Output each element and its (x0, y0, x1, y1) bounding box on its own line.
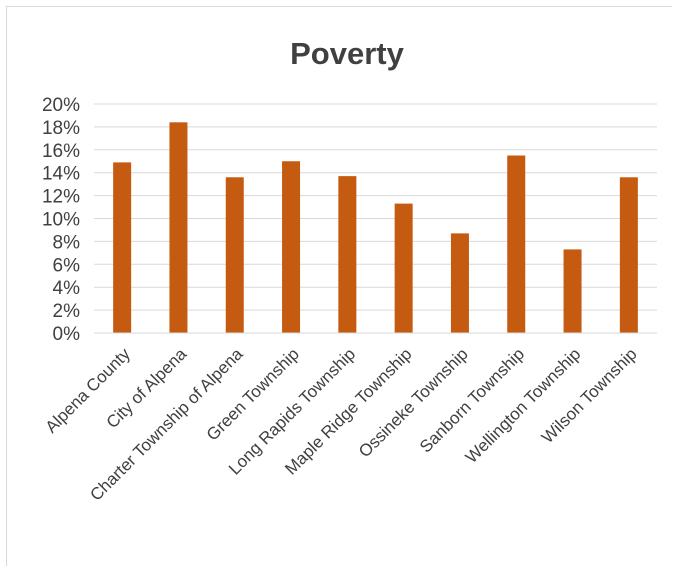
y-tick-label: 18% (42, 118, 80, 139)
y-tick-label: 20% (42, 95, 80, 116)
y-tick-label: 4% (53, 278, 81, 299)
chart-frame (6, 6, 672, 566)
y-tick-label: 14% (42, 164, 80, 185)
bar (113, 162, 132, 333)
y-tick-label: 2% (53, 301, 81, 322)
bar (282, 161, 301, 333)
y-tick-label: 12% (42, 187, 80, 208)
bar (338, 176, 357, 333)
bar (619, 177, 638, 333)
bar (563, 249, 582, 333)
gridlines (94, 103, 657, 311)
y-tick-label: 10% (42, 210, 80, 231)
bar (169, 122, 188, 333)
y-tick-label: 0% (53, 324, 81, 345)
x-tick-label: Ossineke Township (355, 344, 472, 461)
y-tick-label: 6% (53, 255, 81, 276)
x-tick-label: Sanborn Township (416, 344, 528, 456)
y-tick-label: 16% (42, 141, 80, 162)
bar (394, 203, 413, 333)
bars (113, 122, 638, 333)
bar (507, 155, 526, 333)
x-tick-label: Wilson Township (538, 344, 641, 447)
bar (225, 177, 244, 333)
bar (450, 233, 469, 333)
y-tick-label: 8% (53, 232, 81, 253)
y-axis-ticks: 0%2%4%6%8%10%12%14%16%18%20% (42, 95, 80, 345)
chart-title: Poverty (290, 36, 404, 71)
